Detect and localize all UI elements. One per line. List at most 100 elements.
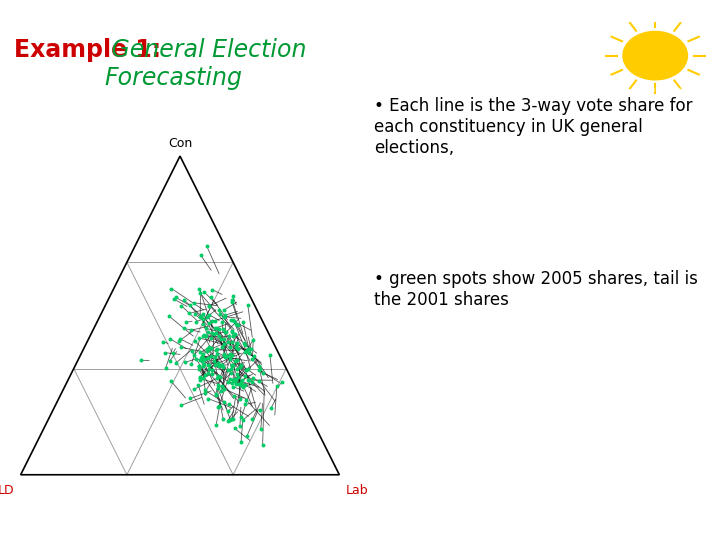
Point [247,374,258,382]
Point [194,289,206,298]
Point [232,365,243,374]
Point [197,315,209,323]
Point [204,301,215,310]
Point [254,365,266,374]
Point [218,306,230,314]
Point [203,345,215,354]
Point [180,318,192,327]
Point [197,354,209,363]
Point [223,400,235,408]
Point [194,348,206,356]
Point [246,354,258,363]
Point [208,330,220,339]
Point [226,327,238,335]
Point [229,376,240,385]
Point [214,362,225,370]
Point [235,378,247,387]
Point [233,345,244,353]
Point [170,293,181,301]
Point [227,361,238,369]
Point [211,329,222,338]
Text: Example 1:: Example 1: [14,38,161,62]
Point [208,357,220,366]
Point [200,324,212,333]
Point [212,402,224,411]
Point [222,338,233,346]
Point [199,371,211,380]
Point [226,327,238,336]
Point [197,352,208,360]
Point [235,381,246,390]
Point [217,363,229,372]
Point [240,400,251,409]
Point [192,381,204,389]
Point [215,335,226,343]
Point [209,324,220,333]
Point [198,287,210,296]
Point [224,375,235,383]
Point [242,376,253,384]
Point [228,316,240,325]
Point [240,348,251,356]
Point [229,424,240,433]
Point [224,354,235,363]
Text: LD: LD [0,484,14,497]
Point [210,346,222,354]
Point [193,362,204,370]
Point [231,369,243,378]
Point [239,372,251,381]
Point [188,299,199,307]
Point [218,350,230,359]
Point [209,316,220,325]
Point [232,339,243,348]
Point [179,358,191,367]
Point [202,354,213,362]
Point [227,376,238,384]
Point [213,306,225,314]
Point [225,364,237,373]
Point [228,382,239,391]
Point [197,309,209,318]
Point [240,395,252,404]
Point [226,361,238,369]
Point [190,318,202,326]
Circle shape [623,31,688,80]
Point [238,383,249,391]
Point [216,382,228,390]
Point [220,327,231,336]
Point [196,356,207,365]
Point [204,343,215,352]
Point [266,403,277,412]
Point [202,345,213,353]
Point [221,352,233,361]
Point [160,348,171,357]
Point [206,333,217,342]
Point [157,338,168,346]
Point [194,355,206,364]
Point [212,372,224,381]
Point [225,415,236,424]
Point [215,310,226,319]
Point [241,432,253,441]
Point [225,349,236,358]
Point [226,362,238,370]
Point [212,374,223,382]
Point [212,324,223,333]
Point [218,350,230,359]
Point [186,359,197,368]
Point [189,337,201,346]
Point [202,369,214,377]
Point [212,381,224,389]
Text: Con: Con [168,137,192,150]
Point [202,394,214,403]
Point [179,324,190,333]
Point [166,284,177,293]
Point [178,295,189,304]
Point [219,384,230,393]
Point [230,380,242,388]
Point [222,378,234,387]
Point [186,347,197,356]
Point [224,343,235,352]
Point [171,359,182,367]
Point [184,394,196,403]
